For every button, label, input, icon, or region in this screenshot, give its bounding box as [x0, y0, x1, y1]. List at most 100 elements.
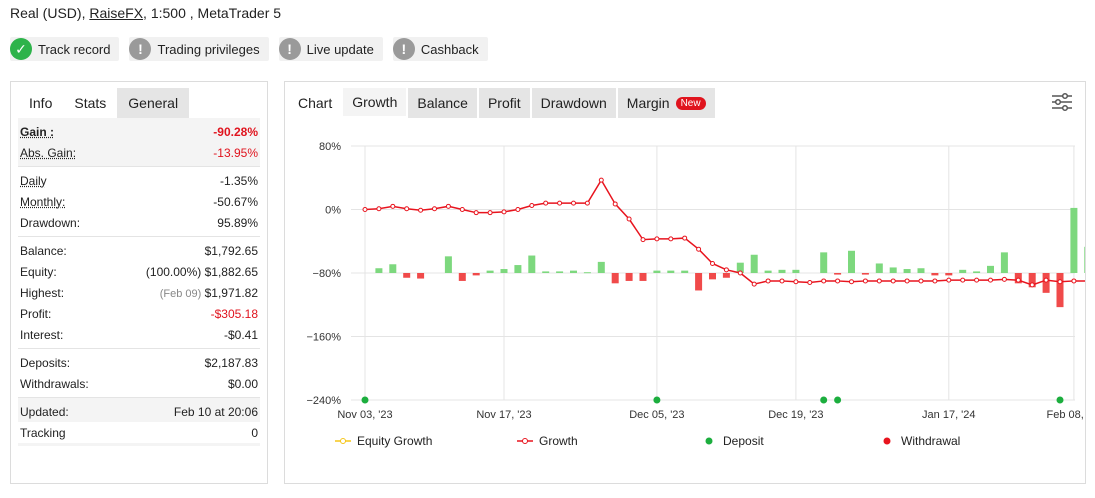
cashback-label: Cashback: [420, 41, 479, 57]
growth-point: [876, 278, 882, 284]
update-section: Updated: Feb 10 at 20:06 Tracking 0: [18, 398, 260, 446]
growth-bar: [375, 268, 383, 273]
check-icon: ✓: [10, 38, 32, 60]
growth-bar: [417, 273, 425, 279]
growth-bar: [681, 270, 689, 273]
gain-label[interactable]: Gain :: [20, 124, 55, 139]
growth-bar: [931, 273, 939, 276]
growth-point: [765, 278, 771, 284]
daily-label[interactable]: Daily: [20, 173, 47, 188]
growth-point: [793, 279, 799, 285]
growth-point: [932, 278, 938, 284]
growth-bar: [820, 252, 828, 273]
tab-margin[interactable]: Margin New: [617, 88, 715, 118]
growth-bar: [597, 261, 605, 273]
x-tick-label: Dec 19, '23: [768, 409, 823, 421]
legend-deposit-label: Deposit: [723, 434, 764, 448]
trading-privileges-badge[interactable]: ! Trading privileges: [129, 37, 269, 61]
balance-label: Balance:: [20, 243, 67, 258]
gain-row: Gain : -90.28%: [18, 121, 260, 142]
legend-growth-marker: [522, 438, 528, 444]
track-record-badge[interactable]: ✓ Track record: [10, 37, 120, 61]
deposit-marker: [820, 396, 828, 404]
abs-gain-label[interactable]: Abs. Gain:: [20, 145, 77, 160]
growth-bar: [1056, 273, 1064, 308]
balance-section: Balance: $1,792.65 Equity: (100.00%) $1,…: [18, 237, 260, 349]
growth-point: [1071, 278, 1077, 284]
growth-bar: [542, 271, 550, 273]
growth-bar: [1042, 273, 1050, 293]
cashback-badge[interactable]: ! Cashback: [392, 37, 488, 61]
highest-value: $1,971.82: [204, 285, 258, 300]
deposits-label: Deposits:: [20, 355, 71, 370]
growth-point: [751, 281, 757, 287]
drawdown-label: Drawdown:: [20, 215, 81, 230]
tab-balance[interactable]: Balance: [408, 88, 477, 118]
tab-stats[interactable]: Stats: [63, 88, 118, 118]
y-tick-label: −240%: [306, 395, 341, 407]
growth-point: [557, 200, 563, 206]
monthly-label[interactable]: Monthly:: [20, 194, 66, 209]
broker-link[interactable]: RaiseFX: [89, 5, 144, 21]
tab-growth[interactable]: Growth: [343, 88, 407, 118]
exclamation-icon: !: [392, 38, 415, 60]
growth-point: [376, 206, 382, 212]
verification-badges: ✓ Track record ! Trading privileges ! Li…: [10, 37, 488, 61]
daily-value: -1.35%: [219, 173, 258, 188]
account-type-label: Real (USD),: [10, 5, 90, 21]
growth-point: [584, 200, 590, 206]
growth-bar: [514, 265, 522, 273]
growth-bar: [1084, 246, 1085, 273]
growth-bar: [792, 269, 800, 273]
growth-bar: [778, 269, 786, 273]
rates-section: Daily -1.35% Monthly: -50.67% Drawdown: …: [18, 167, 260, 237]
y-tick-label: −160%: [306, 332, 341, 344]
deposits-value: $2,187.83: [204, 355, 258, 370]
growth-point: [626, 216, 632, 222]
x-tick-label: Nov 03, '23: [337, 409, 392, 421]
x-tick-label: Feb 08, '24: [1047, 409, 1085, 421]
legend-equity-growth-label: Equity Growth: [357, 434, 432, 448]
growth-point: [807, 280, 813, 286]
live-update-badge[interactable]: ! Live update: [278, 37, 383, 61]
growth-bar: [764, 270, 772, 273]
withdrawals-value: $0.00: [227, 376, 258, 391]
x-tick-label: Nov 17, '23: [476, 409, 531, 421]
deposit-marker: [361, 396, 369, 404]
legend-equity-growth-marker: [340, 438, 346, 444]
updated-label: Updated:: [20, 404, 69, 419]
deposit-marker: [653, 396, 661, 404]
highest-label: Highest:: [20, 285, 65, 300]
legend-withdrawal-label: Withdrawal: [901, 434, 960, 448]
settings-sliders-icon[interactable]: [1051, 92, 1073, 112]
growth-bar: [570, 270, 577, 273]
exclamation-icon: !: [129, 38, 152, 60]
x-tick-label: Dec 05, '23: [629, 409, 684, 421]
growth-point: [362, 207, 368, 212]
tab-drawdown[interactable]: Drawdown: [531, 88, 616, 118]
legend-deposit-marker: [705, 437, 713, 445]
daily-row: Daily -1.35%: [18, 170, 260, 191]
growth-point: [668, 236, 674, 242]
growth-bar: [556, 271, 564, 273]
growth-point: [501, 209, 507, 215]
growth-point: [918, 278, 924, 284]
tab-info[interactable]: Info: [18, 88, 64, 118]
growth-bar: [848, 250, 855, 273]
exclamation-icon: !: [278, 38, 301, 60]
growth-point: [988, 277, 993, 283]
withdrawals-label: Withdrawals:: [20, 376, 89, 391]
growth-bar: [722, 273, 730, 278]
stats-panel: Info Stats General Gain : -90.28% Abs. G…: [10, 81, 268, 484]
account-header: Real (USD), RaiseFX, 1:500 , MetaTrader …: [10, 5, 281, 21]
growth-bar: [389, 264, 397, 273]
growth-bar: [834, 273, 842, 275]
growth-point: [640, 237, 646, 243]
growth-bar: [653, 270, 661, 273]
tab-chart[interactable]: Chart: [289, 88, 342, 118]
growth-point: [1001, 276, 1007, 282]
growth-bar: [458, 273, 466, 281]
tab-general[interactable]: General: [117, 88, 190, 118]
growth-point: [821, 278, 827, 284]
tab-profit[interactable]: Profit: [478, 88, 530, 118]
